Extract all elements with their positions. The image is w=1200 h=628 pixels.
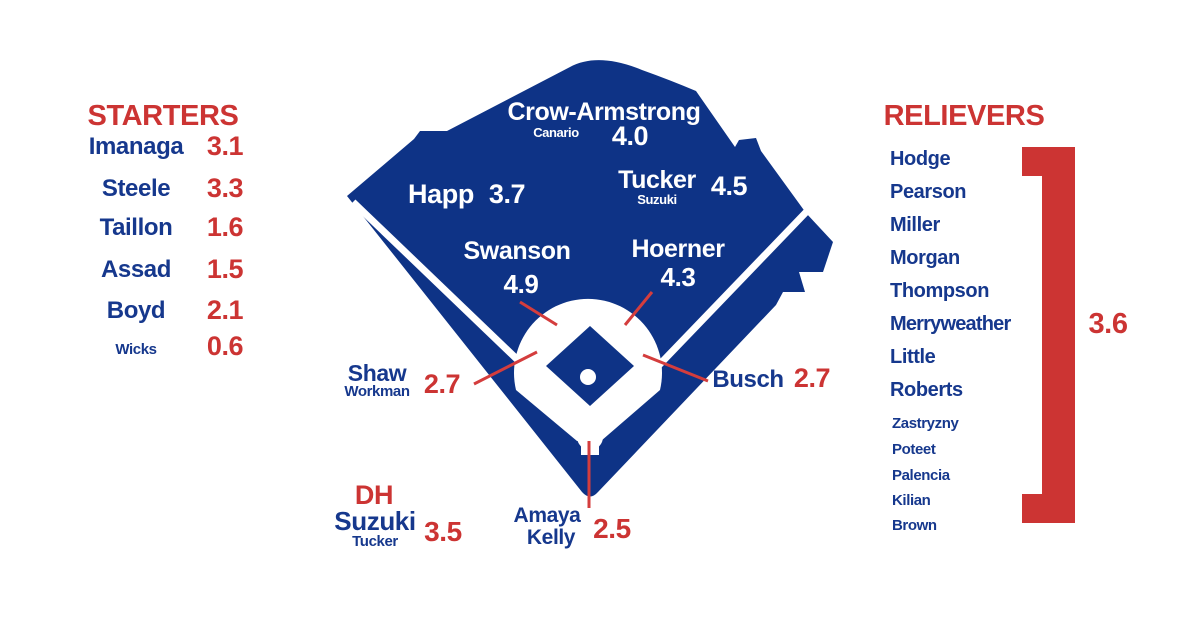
reliever-6: Merryweather: [890, 313, 1011, 335]
starter-war-4: 1.5: [206, 254, 244, 284]
c-backup: Kelly: [526, 526, 576, 549]
rf-war: 4.5: [710, 171, 748, 201]
field-outline: [347, 60, 833, 497]
lf-war: 3.7: [488, 179, 526, 209]
relievers-header: RELIEVERS: [883, 100, 1045, 132]
reliever-8: Roberts: [890, 379, 963, 401]
starter-name-2: Steele: [101, 175, 171, 202]
lf-name: Happ: [408, 179, 474, 209]
reliever-2: Pearson: [890, 181, 967, 203]
cf-name: Crow-Armstrong: [507, 98, 701, 126]
ss-name: Swanson: [463, 237, 571, 265]
relievers-bracket: [1022, 147, 1075, 523]
starter-war-5: 2.1: [206, 295, 244, 325]
dh-war: 3.5: [424, 516, 462, 547]
3b-war: 2.7: [423, 369, 461, 399]
c-war: 2.5: [593, 513, 631, 544]
reliever-depth-5: Brown: [892, 517, 937, 534]
starter-name-3: Taillon: [99, 214, 173, 241]
reliever-4: Morgan: [890, 247, 960, 269]
cf-backup: Canario: [533, 125, 579, 140]
starter-name-1: Imanaga: [88, 133, 184, 160]
relievers-war: 3.6: [1088, 308, 1128, 340]
1b-name: Busch: [712, 366, 784, 393]
reliever-3: Miller: [890, 214, 940, 236]
bracket-bottom-bar: [1022, 494, 1075, 523]
pitcher-mound: [580, 369, 596, 385]
reliever-depth-3: Palencia: [892, 467, 950, 484]
rf-backup: Suzuki: [637, 192, 677, 207]
infield-diamond: [546, 326, 634, 406]
c-name: Amaya: [513, 504, 581, 527]
starter-name-6: Wicks: [115, 341, 157, 358]
reliever-7: Little: [890, 346, 936, 368]
3b-backup: Workman: [344, 383, 410, 400]
dh-label: DH: [354, 480, 394, 510]
starter-war-6: 0.6: [206, 331, 244, 361]
1b-war: 2.7: [793, 363, 831, 393]
rf-name: Tucker: [618, 166, 696, 194]
starter-war-3: 1.6: [206, 212, 244, 242]
leader-third-base: [473, 350, 538, 386]
starter-name-5: Boyd: [106, 297, 166, 324]
home-plate-circle: [577, 424, 603, 450]
2b-name: Hoerner: [631, 235, 725, 263]
ss-war: 4.9: [503, 269, 539, 299]
reliever-depth-1: Zastryzny: [892, 415, 959, 432]
leader-first-base: [642, 353, 709, 383]
bracket-vertical-bar: [1042, 147, 1075, 523]
reliever-depth-4: Kilian: [892, 492, 931, 509]
leader-second-base: [623, 291, 654, 326]
2b-war: 4.3: [660, 262, 696, 292]
reliever-5: Thompson: [890, 280, 990, 302]
starter-war-1: 3.1: [206, 131, 244, 161]
dh-backup: Tucker: [352, 533, 398, 550]
starter-war-2: 3.3: [206, 173, 244, 203]
leader-shortstop: [519, 300, 558, 327]
starter-name-4: Assad: [100, 256, 172, 283]
reliever-depth-2: Poteet: [892, 441, 936, 458]
dh-name: Suzuki: [334, 506, 416, 536]
3b-name: Shaw: [347, 360, 407, 386]
starters-header: STARTERS: [87, 100, 239, 132]
cf-war: 4.0: [611, 121, 649, 151]
reliever-1: Hodge: [890, 148, 951, 170]
